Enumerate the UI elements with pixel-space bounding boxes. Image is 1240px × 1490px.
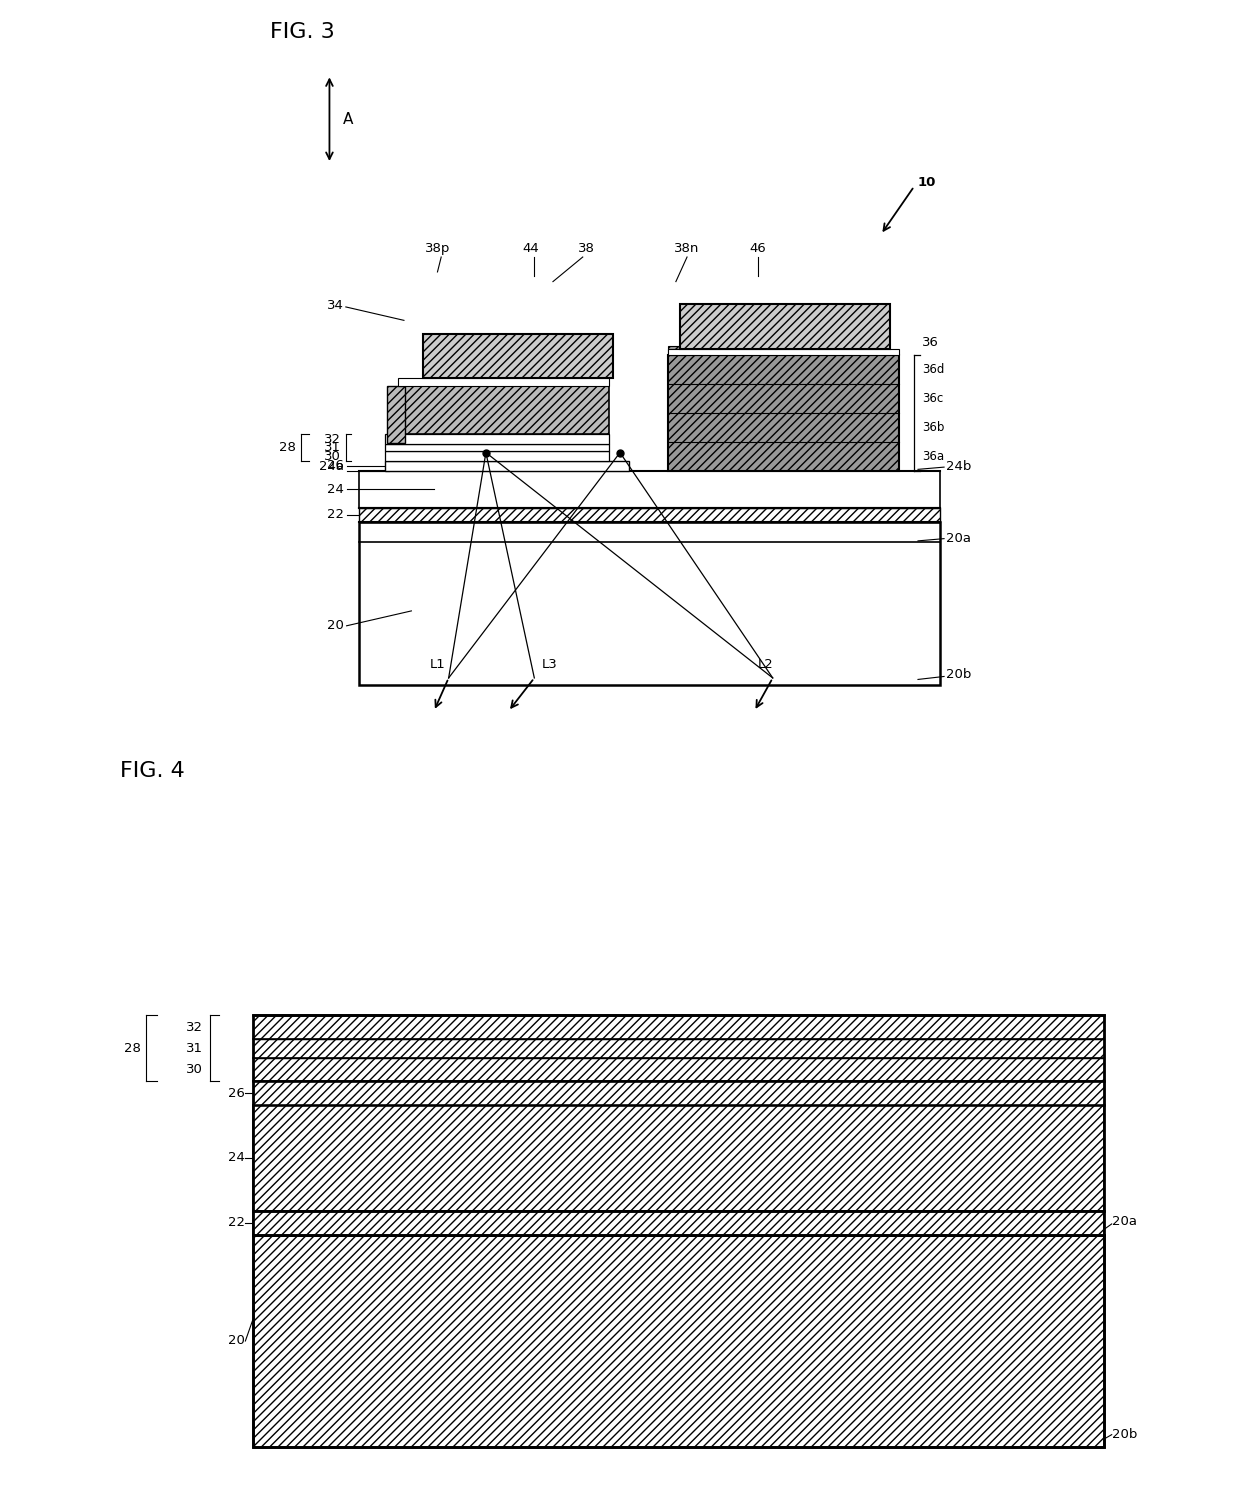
Bar [680, 304, 889, 349]
Text: 38: 38 [578, 241, 595, 255]
Text: 22: 22 [228, 1216, 246, 1229]
Bar [668, 349, 899, 356]
Text: 26: 26 [228, 1086, 246, 1100]
Text: 20b: 20b [946, 668, 972, 681]
Bar [668, 355, 899, 471]
Text: 20a: 20a [1112, 1216, 1137, 1228]
Text: 24b: 24b [946, 460, 972, 472]
Text: 31: 31 [186, 1042, 203, 1055]
Text: 30: 30 [324, 450, 341, 463]
Text: 10: 10 [918, 176, 936, 189]
Bar [253, 1058, 1105, 1082]
Bar [387, 386, 405, 444]
Bar [253, 1104, 1105, 1211]
Text: 32: 32 [186, 1021, 203, 1034]
Text: 36c: 36c [921, 392, 942, 405]
Text: 38n: 38n [675, 241, 699, 255]
Text: 20: 20 [228, 1335, 246, 1347]
Text: 36: 36 [921, 337, 939, 349]
Bar [253, 1211, 1105, 1235]
Text: 22: 22 [327, 508, 345, 522]
Bar [360, 522, 940, 685]
Text: 20a: 20a [946, 532, 971, 545]
Bar [253, 1082, 1105, 1104]
Bar [402, 386, 609, 435]
Text: 44: 44 [522, 241, 539, 255]
Text: L3: L3 [542, 657, 558, 670]
Text: 20b: 20b [1112, 1427, 1137, 1441]
Bar [423, 334, 613, 378]
Text: L2: L2 [758, 657, 774, 670]
Text: 20: 20 [327, 620, 345, 632]
Bar [360, 471, 940, 508]
Text: 24: 24 [327, 483, 345, 496]
Bar [253, 1039, 1105, 1058]
Bar [398, 378, 609, 386]
Text: 28: 28 [279, 441, 296, 454]
Bar [360, 508, 940, 522]
Bar [386, 451, 609, 462]
Text: 30: 30 [186, 1062, 203, 1076]
Bar [386, 462, 629, 471]
Text: 26: 26 [327, 459, 345, 472]
Text: 36d: 36d [921, 364, 944, 377]
Text: 38p: 38p [425, 241, 450, 255]
Text: 24: 24 [228, 1152, 246, 1165]
Text: L1: L1 [429, 657, 445, 670]
Bar [253, 1235, 1105, 1447]
Text: 24a: 24a [320, 460, 345, 472]
Text: 31: 31 [324, 441, 341, 454]
Bar [386, 435, 609, 444]
Text: A: A [342, 112, 353, 127]
Bar [253, 1015, 1105, 1039]
Text: FIG. 4: FIG. 4 [120, 761, 185, 781]
Text: 36a: 36a [921, 450, 944, 463]
Text: 36b: 36b [921, 422, 944, 434]
Text: 32: 32 [324, 432, 341, 446]
Text: FIG. 3: FIG. 3 [270, 22, 335, 42]
Text: 28: 28 [124, 1042, 141, 1055]
Text: 46: 46 [749, 241, 766, 255]
Text: 34: 34 [327, 299, 345, 311]
Bar [668, 347, 684, 356]
Bar [386, 444, 609, 451]
Bar [253, 1015, 1105, 1447]
